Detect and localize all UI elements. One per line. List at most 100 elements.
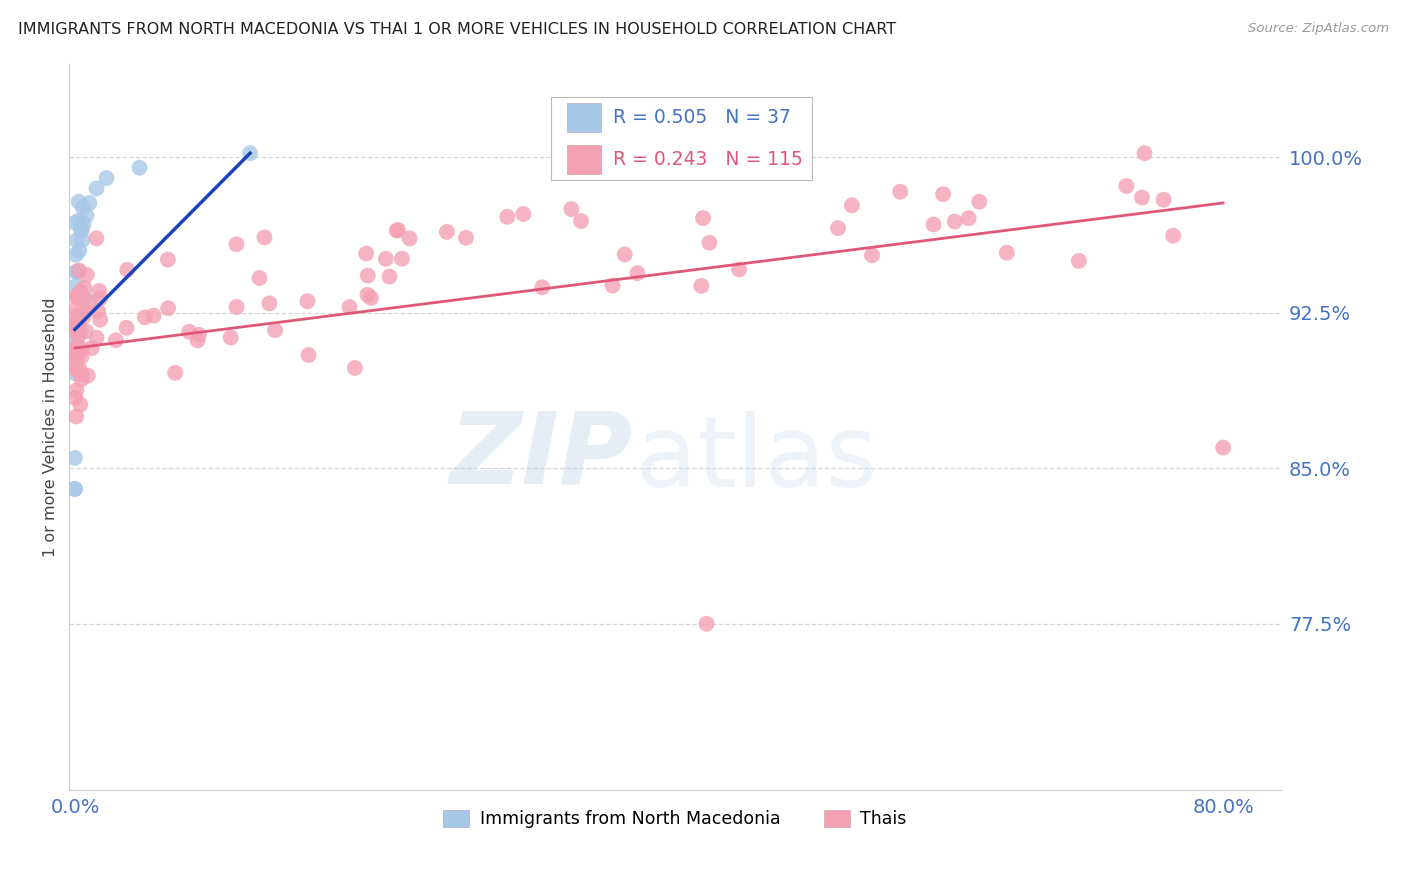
Point [63,342,86,356]
Point [79,196,101,211]
Point [728,262,751,277]
Text: IMMIGRANTS FROM NORTH MACEDONIA VS THAI 1 OR MORE VEHICLES IN HOUSEHOLD CORRELAT: IMMIGRANTS FROM NORTH MACEDONIA VS THAI … [18,22,897,37]
Point [65,316,87,330]
Point [79,295,101,310]
Point [385,223,408,237]
Text: R = 0.505   N = 37: R = 0.505 N = 37 [613,108,792,127]
Point [70,372,93,386]
Point [66,328,89,343]
Point [179,325,201,339]
Point [65,248,87,262]
Point [343,360,366,375]
Point [225,300,247,314]
Point [67,244,90,258]
Point [89,291,111,305]
Point [89,312,111,326]
Point [436,225,458,239]
Point [72,217,94,231]
Point [63,350,86,364]
Point [67,194,90,209]
Point [142,309,165,323]
Point [115,321,138,335]
Point [827,221,849,235]
Point [512,207,534,221]
Point [86,231,108,245]
Point [187,334,209,348]
Point [65,409,87,424]
Point [134,310,156,325]
Point [65,352,87,367]
Point [75,324,97,338]
Point [73,291,96,305]
Point [69,223,91,237]
Point [695,616,717,631]
Point [1115,179,1137,194]
Point [922,218,945,232]
Point [249,271,271,285]
Point [104,333,127,347]
Point [187,327,209,342]
Point [157,301,180,316]
Point [378,269,401,284]
Point [253,230,276,244]
Point [65,265,87,279]
Point [67,213,90,227]
Text: atlas: atlas [636,411,877,508]
Point [398,231,420,245]
Point [259,296,281,310]
Point [67,329,90,343]
Point [65,319,87,334]
Point [65,233,87,247]
Text: ZIP: ZIP [450,408,633,504]
Point [360,291,382,305]
Text: Source: ZipAtlas.com: Source: ZipAtlas.com [1249,22,1389,36]
Point [841,198,863,212]
Point [72,200,94,214]
Point [65,264,87,278]
Point [65,362,87,376]
Point [65,302,87,317]
Point [87,304,110,318]
Point [496,210,519,224]
Point [1212,441,1234,455]
Point [69,324,91,338]
Point [219,330,242,344]
Point [70,233,93,247]
Point [297,348,319,362]
Point [128,161,150,175]
FancyBboxPatch shape [551,96,811,180]
Point [374,252,396,266]
Point [73,281,96,295]
Y-axis label: 1 or more Vehicles in Household: 1 or more Vehicles in Household [44,297,58,557]
Point [1133,146,1156,161]
Point [65,353,87,368]
Point [943,214,966,228]
FancyBboxPatch shape [567,145,600,174]
Point [66,317,89,331]
Point [454,231,477,245]
Point [63,216,86,230]
Point [65,309,87,323]
Point [357,268,380,283]
Point [66,264,89,278]
Point [86,181,108,195]
Point [66,363,89,377]
Point [66,326,89,341]
Point [957,211,980,226]
Point [65,290,87,304]
Point [115,262,138,277]
Point [65,279,87,293]
Point [65,367,87,381]
Point [63,336,86,351]
Point [89,284,111,298]
Point [1161,228,1184,243]
Point [602,278,624,293]
Point [165,366,187,380]
Point [569,214,592,228]
Point [626,266,648,280]
Point [70,349,93,363]
Legend: Immigrants from North Macedonia, Thais: Immigrants from North Macedonia, Thais [436,803,914,835]
Point [387,223,409,237]
Point [67,341,90,355]
Point [69,398,91,412]
